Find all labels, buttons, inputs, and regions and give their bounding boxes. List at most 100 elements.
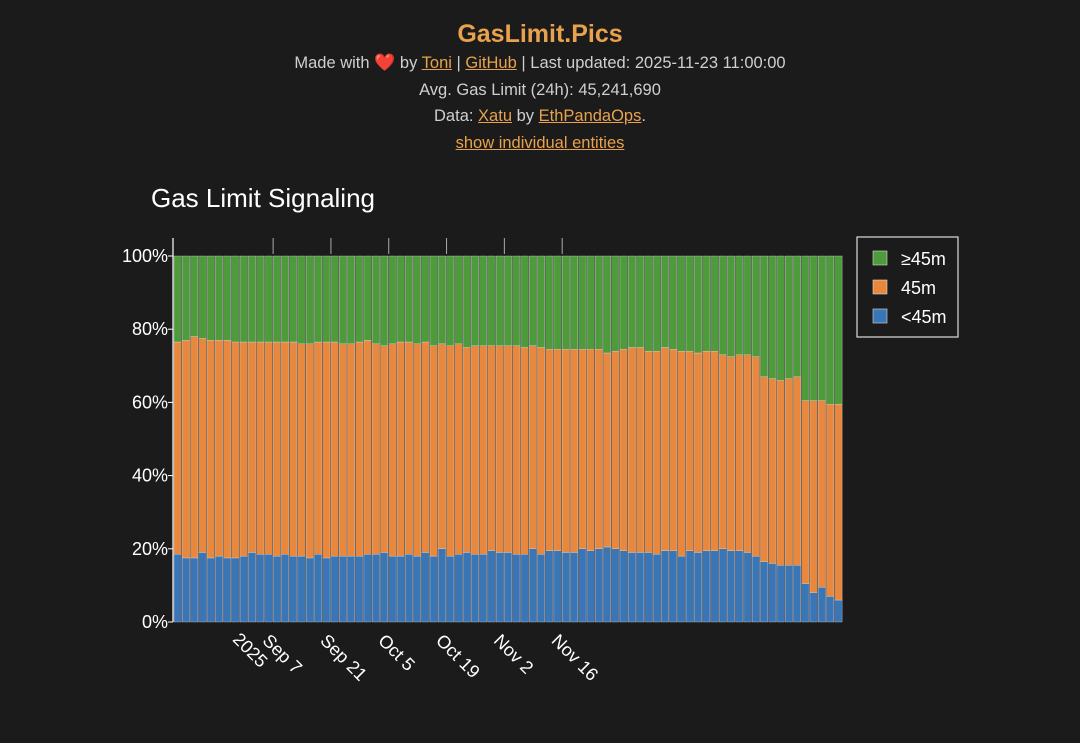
site-title: GasLimit.Pics: [457, 20, 623, 48]
xatu-link[interactable]: Xatu: [478, 107, 512, 125]
bar-segment-2: [512, 255, 521, 346]
bar-segment-1: [471, 345, 479, 555]
bar-segment-0: [239, 555, 248, 623]
bar-segment-1: [330, 341, 339, 557]
bar-segment-0: [562, 552, 570, 623]
bar-segment-1: [413, 343, 422, 557]
bar-segment-2: [355, 255, 364, 343]
bar-segment-0: [264, 554, 273, 623]
bar-segment-0: [388, 555, 397, 623]
bar-segment-0: [182, 557, 190, 623]
legend-swatch: [872, 308, 888, 324]
bar-segment-0: [512, 554, 521, 623]
bar-segment-2: [281, 255, 289, 343]
bar-segment-2: [520, 255, 529, 348]
bar-segment-2: [801, 255, 810, 401]
bar-segment-2: [760, 255, 768, 377]
bar-segment-1: [652, 350, 661, 555]
github-link[interactable]: GitHub: [465, 54, 517, 72]
bar-segment-0: [818, 587, 826, 623]
bar-segment-1: [173, 341, 182, 555]
x-tick-label: Nov 2: [490, 630, 537, 677]
bar-segment-0: [504, 552, 512, 623]
ethpandaops-link[interactable]: EthPandaOps: [538, 107, 642, 125]
author-link[interactable]: Toni: [421, 54, 452, 72]
bar-segment-2: [380, 255, 389, 346]
bar-segment-1: [198, 338, 207, 553]
bar-segment-1: [182, 340, 190, 559]
bar-segment-0: [578, 548, 587, 623]
bar-segment-0: [644, 552, 653, 623]
bar-segment-0: [735, 550, 744, 623]
bar-segment-0: [495, 552, 504, 623]
bar-segment-1: [215, 340, 223, 557]
bar-segment-0: [520, 554, 529, 623]
bar-segment-2: [372, 255, 380, 345]
bar-segment-1: [727, 356, 735, 551]
bar-segment-0: [487, 550, 496, 623]
bar-segment-2: [256, 255, 265, 343]
bar-segment-2: [363, 255, 372, 341]
bar-segment-0: [314, 554, 322, 623]
bar-segment-2: [421, 255, 430, 343]
bar-segment-1: [355, 341, 364, 557]
bar-segment-2: [182, 255, 190, 341]
bar-segment-0: [190, 557, 199, 623]
bar-segment-1: [785, 378, 793, 566]
y-tick-label: 60%: [132, 392, 168, 412]
bar-segment-0: [694, 552, 702, 623]
bar-segment-1: [603, 352, 612, 548]
bar-segment-1: [347, 343, 355, 557]
bar-segment-1: [661, 347, 669, 551]
bar-segment-2: [206, 255, 215, 341]
bar-segment-0: [198, 552, 207, 623]
bar-segment-0: [619, 550, 628, 623]
bar-segment-2: [718, 255, 727, 355]
bar-segment-1: [363, 340, 372, 555]
bar-segment-2: [314, 255, 322, 343]
x-tick-label: Oct 5: [374, 630, 419, 675]
avg-gas-limit-text: Avg. Gas Limit (24h): 45,241,690: [419, 80, 661, 99]
bar-segment-0: [429, 555, 438, 623]
bar-segment-1: [562, 349, 570, 553]
bar-segment-2: [462, 255, 471, 348]
bar-segment-2: [347, 255, 355, 345]
bar-segment-1: [553, 349, 562, 551]
bar-segment-2: [413, 255, 422, 345]
bar-segment-0: [776, 565, 785, 623]
bar-segment-2: [644, 255, 653, 352]
bar-segment-2: [504, 255, 512, 346]
bar-segment-1: [289, 341, 298, 557]
bar-segment-2: [396, 255, 405, 343]
bar-segment-2: [438, 255, 446, 345]
bar-segment-0: [413, 555, 422, 623]
bar-segment-1: [322, 341, 331, 559]
bar-segment-1: [248, 341, 256, 553]
data-source-line: Data: Xatu by EthPandaOps.: [0, 103, 1080, 130]
bar-segment-1: [272, 341, 281, 557]
bar-segment-1: [446, 345, 455, 557]
bar-segment-2: [570, 255, 578, 350]
data-suffix-text: .: [641, 107, 646, 125]
bar-segment-0: [685, 550, 694, 623]
bar-segment-0: [652, 554, 661, 623]
bar-segment-2: [776, 255, 785, 381]
bar-segment-2: [652, 255, 661, 352]
bar-segment-0: [305, 557, 314, 623]
bar-segment-0: [595, 548, 603, 623]
bar-segment-1: [429, 345, 438, 557]
bar-segment-0: [636, 552, 645, 623]
bar-segment-2: [793, 255, 801, 377]
bar-segment-1: [405, 341, 413, 555]
bar-segment-2: [239, 255, 248, 343]
bar-segment-1: [586, 349, 595, 551]
bar-segment-2: [289, 255, 298, 343]
bar-segment-2: [198, 255, 207, 339]
x-tick-label-group: Oct 5: [374, 630, 419, 675]
show-individual-entities-link[interactable]: show individual entities: [455, 133, 625, 152]
bar-segment-2: [834, 255, 843, 405]
y-tick-label: 80%: [132, 319, 168, 339]
bar-segment-2: [669, 255, 678, 350]
bar-segment-2: [751, 255, 760, 357]
bar-segment-1: [710, 350, 719, 551]
